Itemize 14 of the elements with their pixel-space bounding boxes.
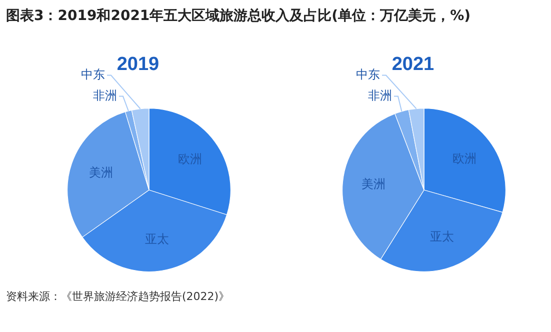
chart-subtitle: 2021 [392,54,434,75]
slice-label: 欧洲 [178,152,202,166]
slice-label: 中东 [81,67,105,82]
slice-label: 非洲 [93,88,117,102]
slice-label: 中东 [356,67,380,82]
slice-label: 亚太 [144,232,169,246]
slice-label: 欧洲 [452,152,476,166]
slice-label: 亚太 [430,229,454,244]
slice-label: 美洲 [362,177,386,192]
chart-title: 图表3：2019和2021年五大区域旅游总收入及占比(单位：万亿美元，%) [6,6,472,26]
chart-subtitle: 2019 [116,54,160,75]
text: 资料来源：《世界旅游经济趋势报告(2022)》 [6,289,230,304]
slice-label: 非洲 [368,88,392,102]
slice-label: 美洲 [89,166,114,180]
